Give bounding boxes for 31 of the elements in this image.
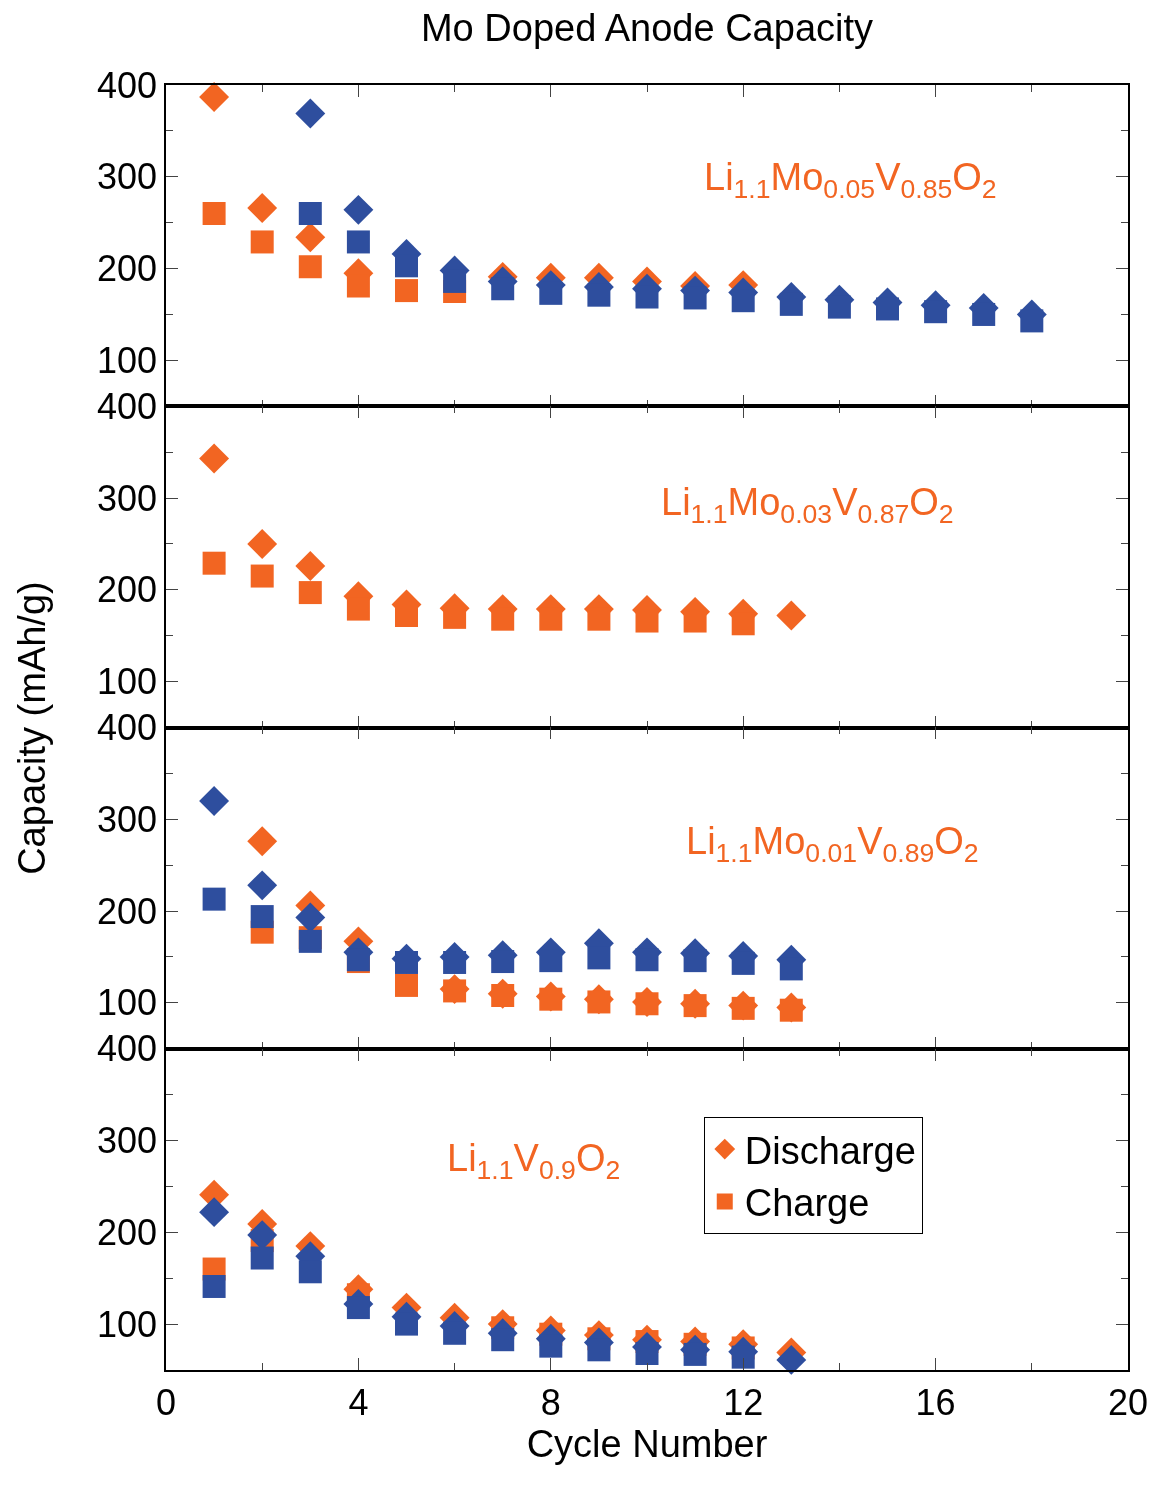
legend-label: Charge <box>744 1182 870 1225</box>
y-axis-title: Capacity (mAh/g) <box>10 581 53 875</box>
y-tick-label: 200 <box>96 569 158 611</box>
x-tick-label: 20 <box>1107 1381 1149 1423</box>
y-tick-label: 400 <box>96 64 158 106</box>
y-tick-label: 100 <box>96 982 158 1024</box>
y-tick-label: 400 <box>96 385 158 427</box>
x-tick-label: 0 <box>155 1381 177 1423</box>
y-tick-label: 300 <box>96 798 158 840</box>
y-tick-label: 300 <box>96 156 158 198</box>
y-tick-label: 400 <box>96 1028 158 1070</box>
y-tick-label: 100 <box>96 1303 158 1345</box>
y-tick-label: 300 <box>96 1120 158 1162</box>
x-tick-label: 4 <box>348 1381 369 1423</box>
annotation: Li$_{1.1}$Mo$_{0.05}$V$_{0.85}$O$_{2}$ <box>704 156 997 204</box>
annotation: Li$_{1.1}$V$_{0.9}$O$_{2}$ <box>447 1137 621 1185</box>
y-tick-label: 100 <box>96 661 158 703</box>
annotation: Li$_{1.1}$Mo$_{0.01}$V$_{0.89}$O$_{2}$ <box>686 820 979 868</box>
chart-title: Mo Doped Anode Capacity <box>420 7 874 50</box>
y-tick-label: 200 <box>96 248 158 290</box>
y-tick-label: 200 <box>96 890 158 932</box>
y-tick-label: 400 <box>96 707 158 749</box>
x-axis-title: Cycle Number <box>526 1422 768 1465</box>
legend-label: Discharge <box>744 1129 916 1172</box>
y-tick-label: 100 <box>96 339 158 381</box>
x-tick-label: 8 <box>540 1381 561 1423</box>
y-tick-label: 200 <box>96 1211 158 1253</box>
x-tick-label: 16 <box>915 1381 956 1423</box>
annotation: Li$_{1.1}$Mo$_{0.03}$V$_{0.87}$O$_{2}$ <box>661 481 954 529</box>
y-tick-label: 300 <box>96 477 158 519</box>
x-tick-label: 12 <box>723 1381 764 1423</box>
